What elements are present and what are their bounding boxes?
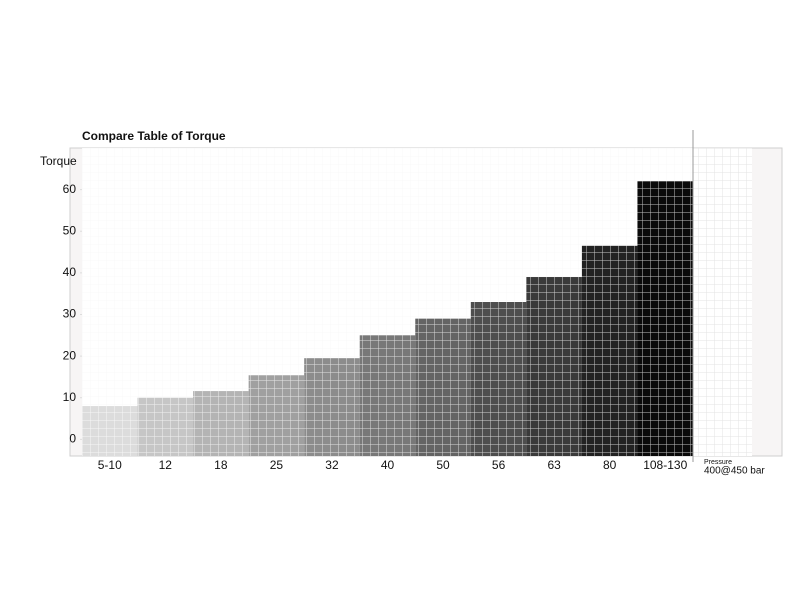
x-tick-label: 18: [214, 458, 228, 472]
y-tick-label: 40: [63, 265, 77, 279]
x-tick-label: 40: [381, 458, 395, 472]
y-axis-label: Torque: [40, 154, 77, 168]
y-tick-label: 30: [63, 307, 77, 321]
x-tick-label: 56: [492, 458, 506, 472]
chart-title: Compare Table of Torque: [82, 129, 226, 143]
y-tick-label: 0: [69, 432, 76, 446]
bar-grid-overlay: [82, 148, 693, 456]
annotation: 400@450 bar: [704, 466, 765, 477]
x-tick-label: 12: [159, 458, 173, 472]
y-tick-label: 10: [63, 390, 77, 404]
x-tick-label: 63: [547, 458, 561, 472]
x-tick-label: 80: [603, 458, 617, 472]
y-tick-label: 60: [63, 182, 77, 196]
annotation: Pressure: [704, 459, 732, 466]
x-tick-label: 50: [436, 458, 450, 472]
x-tick-label: 32: [325, 458, 339, 472]
x-tick-label: 25: [270, 458, 284, 472]
y-tick-label: 50: [63, 223, 77, 237]
y-tick-label: 20: [63, 348, 77, 362]
x-tick-label: 108-130: [643, 458, 687, 472]
x-tick-label: 5-10: [98, 458, 122, 472]
